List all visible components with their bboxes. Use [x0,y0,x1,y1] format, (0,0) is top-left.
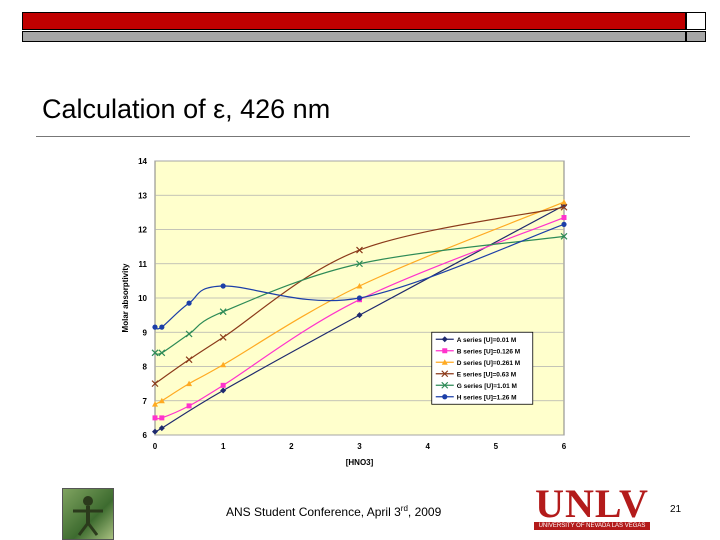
data-point-series-5 [151,349,159,357]
y-tick-label: 7 [143,397,148,406]
figure-icon [73,496,103,536]
data-point-series-1 [356,312,363,319]
legend-marker [441,359,448,365]
data-point-series-3 [356,283,363,289]
y-tick-label: 14 [138,157,147,166]
data-point-series-2 [561,215,567,221]
data-point-series-3 [220,361,227,368]
title-divider [36,136,690,137]
title-bar-square [686,12,706,30]
title-bar-gray [22,31,686,42]
x-tick-label: 0 [153,442,158,451]
y-tick-label: 8 [143,363,148,372]
data-point-series-1 [158,425,165,432]
data-point-series-2 [152,415,158,421]
legend-label: B series [U]=0.126 M [457,348,520,355]
unlv-logo-text: UNLV [535,481,649,526]
x-axis-label: [HNO3] [346,458,374,467]
legend-label: G series [U]=1.01 M [457,383,517,390]
data-point-series-6 [220,283,226,289]
x-tick-label: 4 [425,442,430,451]
data-point-series-1 [152,428,158,435]
legend-box [431,331,534,405]
slide-title: Calculation of ε, 426 nm [42,94,331,124]
legend-marker [442,394,448,400]
data-point-series-4 [219,333,227,341]
data-point-series-5 [560,232,568,240]
data-point-series-5 [356,260,363,268]
title-bar-red [22,12,686,30]
data-point-series-6 [356,295,363,301]
y-tick-label: 6 [143,431,148,440]
footer-superscript: rd [400,504,408,513]
vitruvian-logo-image [62,488,114,540]
y-tick-label: 13 [138,191,147,200]
legend-label: D series [U]=0.261 M [457,360,520,367]
data-point-series-5 [158,349,166,357]
data-point-series-1 [220,387,227,394]
footer-prefix: ANS Student Conference, April 3 [226,505,401,519]
footer-suffix: , 2009 [407,505,442,519]
data-point-series-4 [185,356,193,364]
data-point-series-4 [151,380,159,388]
data-point-series-5 [185,330,193,338]
x-tick-label: 1 [221,442,226,451]
legend-marker [442,348,448,354]
x-tick-label: 6 [562,442,567,451]
legend-marker [441,370,449,378]
data-point-series-6 [186,300,192,306]
legend-label: E series [U]=0.63 M [457,371,516,378]
data-point-series-3 [158,397,165,404]
footer-conference: ANS Student Conference, April 3rd, 2009 [226,504,441,519]
y-axis-label: Molar absorptivity [121,263,130,332]
y-tick-label: 11 [139,260,148,269]
data-point-series-6 [159,324,165,330]
legend-label: H series [U]=1.26 M [457,394,517,401]
y-tick-label: 12 [138,226,147,235]
title-bar-gray-square [686,31,706,42]
data-point-series-6 [561,221,567,227]
y-tick-label: 9 [143,328,148,337]
data-point-series-2 [159,415,165,421]
data-point-series-3 [186,380,193,387]
data-point-series-2 [220,382,226,388]
legend-marker [441,336,448,343]
data-point-series-6 [152,324,158,330]
data-point-series-3 [561,199,567,205]
legend-marker [441,381,449,389]
y-tick-label: 10 [138,294,147,303]
x-tick-label: 2 [289,442,294,451]
data-point-series-4 [560,203,568,211]
legend-label: A series [U]=0.01 M [457,337,517,344]
data-point-series-3 [152,401,158,407]
unlv-logo-subtext: UNIVERSITY OF NEVADA LAS VEGAS [534,522,650,530]
data-point-series-5 [219,308,227,316]
page-number: 21 [670,504,682,515]
data-point-series-2 [186,403,192,409]
x-tick-label: 3 [357,442,362,451]
unlv-logo: UNLV UNIVERSITY OF NEVADA LAS VEGAS [532,484,652,532]
x-tick-label: 5 [494,442,499,451]
data-point-series-4 [356,246,363,254]
